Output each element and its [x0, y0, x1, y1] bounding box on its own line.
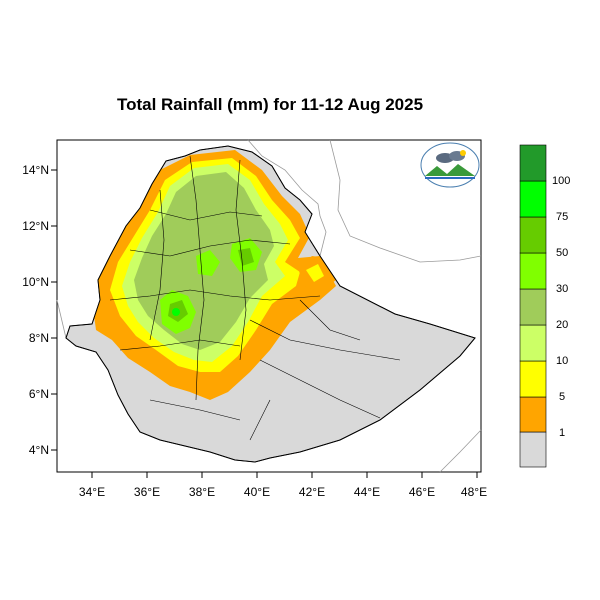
lon-tick-label: 42°E — [299, 485, 325, 499]
legend-label: 30 — [556, 283, 568, 295]
lon-tick-label: 40°E — [244, 485, 270, 499]
lon-tick-label: 36°E — [134, 485, 160, 499]
lat-tick-label: 4°N — [29, 443, 49, 457]
lon-tick-label: 44°E — [354, 485, 380, 499]
rain-band-75-100 — [172, 308, 180, 316]
rain-band-30-50-c — [196, 250, 220, 276]
map-title: Total Rainfall (mm) for 11-12 Aug 2025 — [116, 95, 424, 114]
lat-tick-label: 6°N — [29, 387, 49, 401]
legend-label: 75 — [556, 211, 568, 223]
rain-patch-east-yellow — [306, 264, 324, 282]
admin-boundaries — [109, 155, 401, 441]
legend-swatch — [519, 431, 547, 468]
lat-tick-label: 14°N — [22, 163, 49, 177]
rainfall-legend: 1 5 10 20 30 50 75 100 — [519, 144, 570, 468]
legend-swatch — [519, 360, 547, 398]
legend-swatch — [519, 180, 547, 218]
legend-label: 20 — [556, 319, 568, 331]
legend-swatch — [519, 252, 547, 290]
rainfall-fields — [92, 150, 336, 400]
lon-tick-label: 46°E — [409, 485, 435, 499]
neighbor-borders — [56, 139, 482, 473]
legend-label: 5 — [559, 391, 565, 403]
legend-label: 100 — [552, 175, 570, 187]
lat-tick-label: 8°N — [29, 331, 49, 345]
ethiopian-meteorology-institute-logo — [420, 142, 480, 188]
ethiopia-outline — [65, 145, 476, 463]
legend-label: 50 — [556, 247, 568, 259]
legend-label: 1 — [559, 427, 565, 439]
legend-swatch — [519, 144, 547, 182]
lon-tick-label: 48°E — [461, 485, 487, 499]
legend-swatch — [519, 396, 547, 433]
legend-swatch — [519, 288, 547, 326]
lon-axis: 34°E 36°E 38°E 40°E 42°E 44°E 46°E 48°E — [79, 472, 487, 499]
lat-tick-label: 12°N — [22, 219, 49, 233]
legend-swatch — [519, 216, 547, 254]
lat-tick-label: 10°N — [22, 275, 49, 289]
lon-tick-label: 34°E — [79, 485, 105, 499]
lon-tick-label: 38°E — [189, 485, 215, 499]
legend-swatch — [519, 324, 547, 362]
legend-label: 10 — [556, 355, 568, 367]
lat-axis: 14°N 12°N 10°N 8°N 6°N 4°N — [22, 163, 57, 457]
